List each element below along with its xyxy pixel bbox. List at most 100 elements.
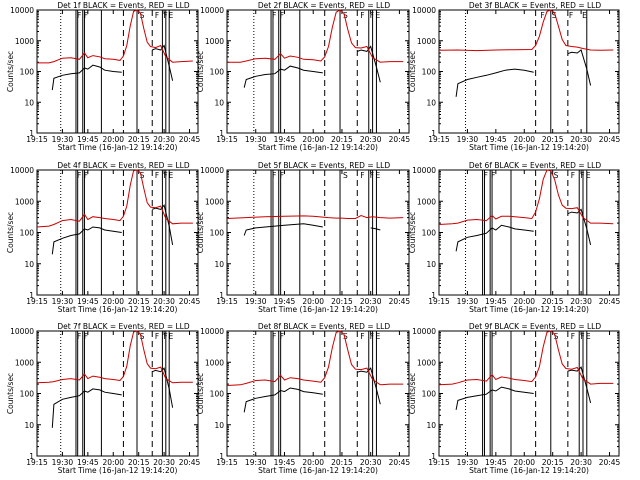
y-tick-label: 10000 [412, 6, 436, 15]
flag-label: F [360, 171, 364, 180]
lld-series-line [36, 169, 193, 228]
x-tick-label: 19:15 [428, 135, 450, 144]
x-axis-label: Start Time (16-Jan-12 19:14:20) [469, 305, 589, 314]
events-series-line [243, 223, 381, 236]
chart-title: Det 6f BLACK = Events, RED = LLD [469, 161, 602, 170]
x-tick-label: 19:15 [216, 297, 238, 306]
y-tick-label: 100 [210, 390, 225, 399]
y-tick-label: 1000 [417, 197, 436, 206]
y-tick-label: 1 [29, 291, 34, 300]
chart-title: Det 7f BLACK = Events, RED = LLD [57, 322, 190, 331]
flag-label: S [552, 11, 557, 20]
chart-panel-4: Det 4f BLACK = Events, RED = LLD 1 10 100 10… [6, 161, 201, 314]
x-axis-label: Start Time (16-Jan-12 19:14:20) [258, 143, 378, 152]
x-tick-label: 20:30 [360, 135, 382, 144]
events-series-line [243, 367, 381, 413]
x-tick-label: 20:00 [102, 135, 124, 144]
events-series-line [51, 204, 174, 255]
chart-panel-3: Det 3f BLACK = Events, RED = LLD 1 10 100 10… [408, 1, 621, 152]
flag-label: S [554, 332, 559, 341]
x-tick-label: 19:15 [428, 297, 450, 306]
x-tick-label: 19:45 [274, 135, 296, 144]
flag-label: F [370, 332, 374, 341]
flag-label: F [155, 11, 159, 20]
x-tick-label: 20:00 [102, 458, 124, 467]
flag-label: E [582, 11, 587, 20]
flag-label: E [168, 171, 173, 180]
y-tick-label: 1 [219, 129, 224, 138]
x-tick-label: 20:45 [389, 297, 411, 306]
flag-label: F [484, 171, 488, 180]
lld-series-line [226, 214, 404, 219]
y-axis-label: Counts/sec [6, 51, 15, 92]
flag-label: F [580, 332, 584, 341]
flag-label: F [272, 171, 276, 180]
x-axis-label: Start Time (16-Jan-12 19:14:20) [58, 143, 178, 152]
chart-panel-9: Det 9f BLACK = Events, RED = LLD 1 10 100 10… [408, 322, 621, 475]
y-axis-label: Counts/sec [196, 51, 205, 92]
flag-label: F [569, 11, 573, 20]
flag-label: S [343, 171, 348, 180]
chart-title: Det 3f BLACK = Events, RED = LLD [469, 1, 602, 10]
y-axis-label: Counts/sec [408, 373, 417, 414]
y-tick-label: 1 [219, 452, 224, 461]
x-tick-label: 19:15 [26, 458, 48, 467]
x-tick-label: 20:30 [570, 135, 592, 144]
x-tick-label: 20:30 [360, 297, 382, 306]
flag-label: F [77, 332, 81, 341]
y-tick-label: 100 [210, 229, 225, 238]
flag-label: S [343, 11, 348, 20]
x-axis-label: Start Time (16-Jan-12 19:14:20) [469, 143, 589, 152]
y-tick-label: 10000 [10, 166, 34, 175]
x-tick-label: 19:30 [457, 135, 479, 144]
events-series-line [51, 367, 174, 428]
flag-label: F [163, 11, 167, 20]
flag-label: F [77, 11, 81, 20]
x-tick-label: 20:45 [599, 297, 621, 306]
flag-label: S [140, 11, 145, 20]
flag-label: F [360, 11, 364, 20]
x-tick-label: 20:15 [128, 297, 150, 306]
events-series-line [51, 44, 174, 91]
flag-label: F [155, 332, 159, 341]
y-tick-label: 1000 [205, 37, 224, 46]
y-tick-label: 1000 [15, 37, 34, 46]
x-tick-label: 20:45 [599, 135, 621, 144]
chart-title: Det 5f BLACK = Events, RED = LLD [258, 161, 391, 170]
y-tick-label: 10000 [412, 166, 436, 175]
x-axis-label: Start Time (16-Jan-12 19:14:20) [258, 305, 378, 314]
flag-label: F [163, 171, 167, 180]
y-tick-label: 100 [20, 390, 35, 399]
x-tick-label: 20:15 [128, 458, 150, 467]
x-tick-label: 20:30 [153, 135, 175, 144]
flag-label: E [376, 332, 381, 341]
y-tick-label: 1 [431, 291, 436, 300]
x-tick-label: 19:15 [428, 458, 450, 467]
x-tick-label: 20:45 [179, 297, 201, 306]
x-axis-label: Start Time (16-Jan-12 19:14:20) [469, 466, 589, 475]
chart-title: Det 4f BLACK = Events, RED = LLD [57, 161, 190, 170]
y-tick-label: 100 [210, 68, 225, 77]
y-tick-label: 10 [214, 260, 224, 269]
lld-series-line [438, 9, 614, 52]
y-tick-label: 1 [29, 129, 34, 138]
flag-label: F [280, 11, 284, 20]
x-tick-label: 19:30 [52, 297, 74, 306]
flag-label: S [140, 332, 145, 341]
y-axis-label: Counts/sec [408, 51, 417, 92]
y-tick-label: 100 [422, 390, 437, 399]
x-tick-label: 19:45 [77, 135, 99, 144]
flag-label: F [491, 171, 495, 180]
y-tick-label: 10000 [200, 166, 224, 175]
x-tick-label: 20:15 [542, 458, 564, 467]
flag-label: F [540, 11, 544, 20]
x-tick-label: 20:45 [389, 458, 411, 467]
y-tick-label: 1000 [205, 197, 224, 206]
y-tick-label: 10 [426, 421, 436, 430]
x-tick-label: 19:45 [485, 297, 507, 306]
y-tick-label: 10000 [10, 6, 34, 15]
x-tick-label: 19:45 [77, 297, 99, 306]
y-tick-label: 10 [426, 260, 436, 269]
x-tick-label: 20:15 [331, 458, 353, 467]
x-tick-label: 19:30 [52, 135, 74, 144]
